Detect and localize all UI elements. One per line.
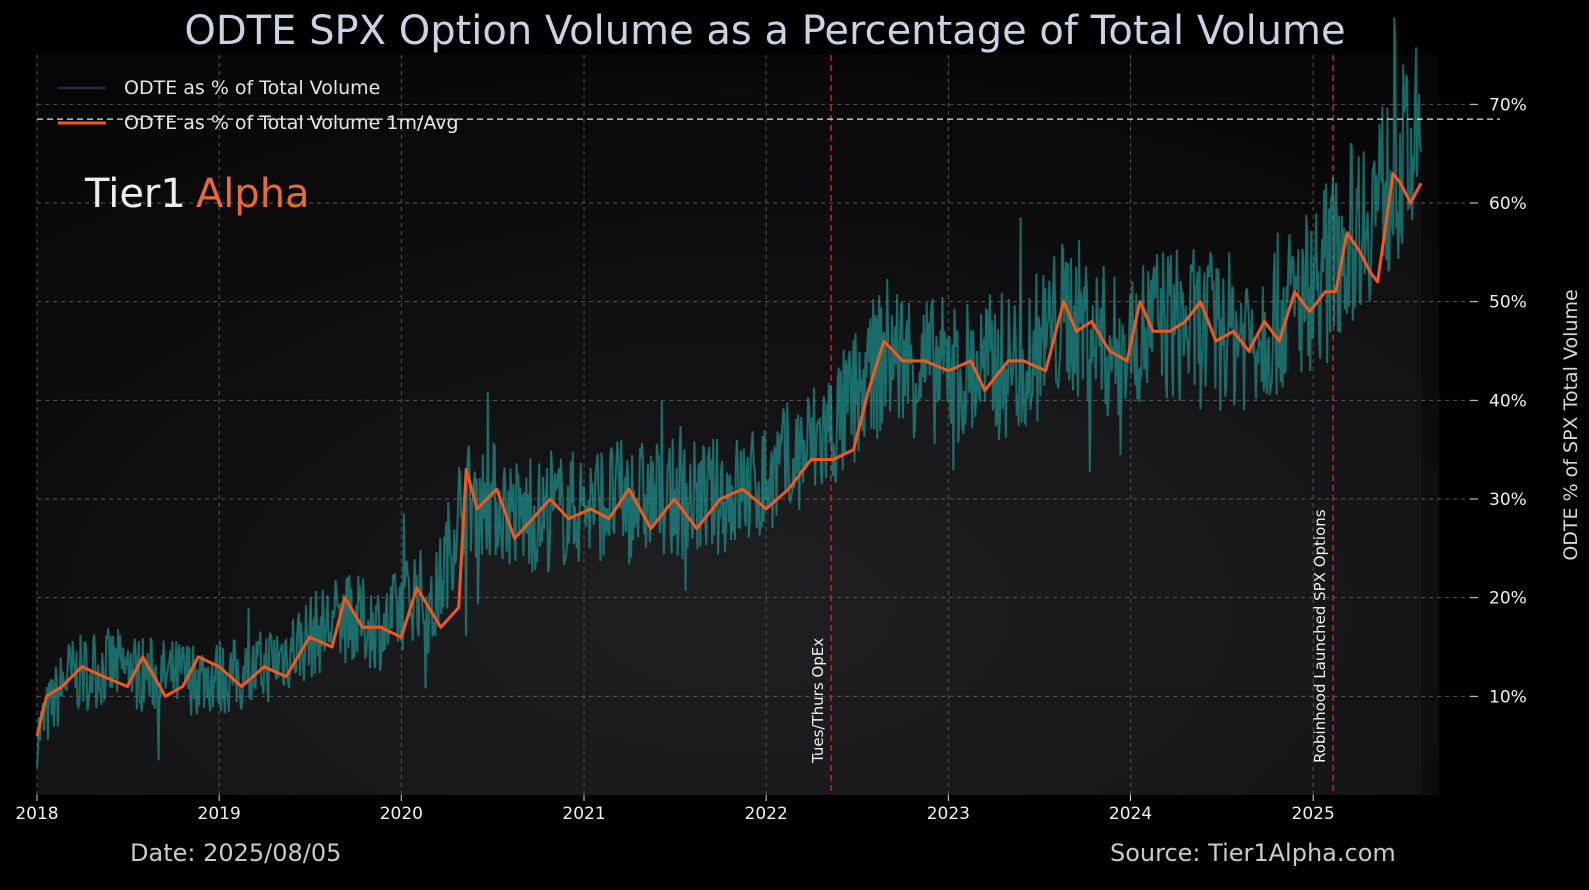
y-tick-label: 70% — [1489, 95, 1527, 115]
footer-date: Date: 2025/08/05 — [130, 839, 341, 867]
x-tick-label: 2019 — [198, 804, 241, 824]
x-tick-label: 2018 — [15, 804, 58, 824]
plot-background — [37, 55, 1439, 795]
series-line-avg — [35, 171, 1423, 737]
series-line-raw — [36, 17, 1422, 768]
x-tick-label: 2021 — [562, 804, 605, 824]
x-axis: 2018 2019 2020 2021 2022 2023 2024 2025 — [15, 795, 1335, 824]
brand-logo-text: Tier1 Alpha — [84, 171, 310, 217]
legend-label-avg: ODTE as % of Total Volume 1m/Avg — [124, 112, 459, 134]
x-tick-label: 2022 — [745, 804, 788, 824]
annotation-labels: Tues/Thurs OpEx Robinhood Launched SPX Op… — [809, 509, 1329, 764]
x-tick-label: 2024 — [1109, 804, 1152, 824]
area-fill — [37, 17, 1421, 795]
y-axis-label: ODTE % of SPX Total Volume — [1560, 289, 1582, 560]
area-fill-shape — [37, 17, 1421, 795]
y-tick-label: 20% — [1489, 589, 1527, 609]
brand-part-2: Alpha — [196, 171, 310, 217]
y-tick-label: 10% — [1489, 687, 1527, 707]
x-tick-label: 2023 — [927, 804, 970, 824]
brand-part-1: Tier1 — [84, 171, 186, 217]
y-tick-label: 40% — [1489, 391, 1527, 411]
y-tick-label: 60% — [1489, 194, 1527, 214]
chart-title: ODTE SPX Option Volume as a Percentage o… — [184, 8, 1345, 54]
y-tick-label: 50% — [1489, 293, 1527, 313]
footer-source: Source: Tier1Alpha.com — [1110, 839, 1396, 867]
x-tick-label: 2025 — [1292, 804, 1335, 824]
annotation-label: Robinhood Launched SPX Options — [1311, 509, 1329, 763]
legend: ODTE as % of Total Volume ODTE as % of T… — [58, 77, 459, 134]
brand-logo: Tier1 Alpha — [84, 171, 310, 217]
series-raw — [36, 17, 1422, 768]
x-tick-label: 2020 — [380, 804, 423, 824]
series-avg — [35, 171, 1423, 737]
annotation-label: Tues/Thurs OpEx — [809, 638, 827, 764]
y-tick-label: 30% — [1489, 490, 1527, 510]
legend-label-raw: ODTE as % of Total Volume — [124, 77, 380, 99]
y-axis: 10% 20% 30% 40% 50% 60% 70% — [1470, 95, 1527, 707]
